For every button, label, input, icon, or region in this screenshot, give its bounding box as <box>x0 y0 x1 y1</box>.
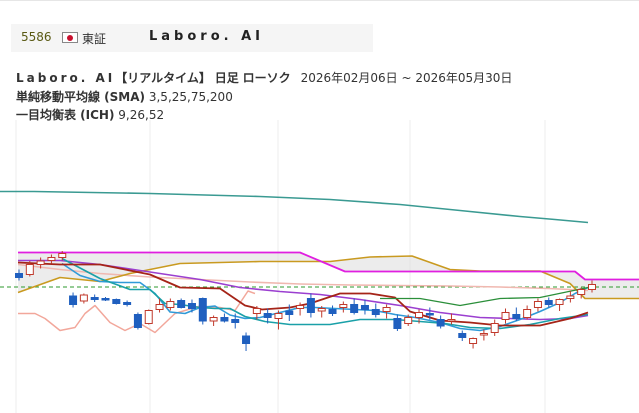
sma75-line <box>17 263 589 292</box>
candle-body <box>469 338 478 344</box>
candle-body <box>101 298 110 301</box>
candle-body <box>144 310 153 324</box>
candle-body <box>296 305 305 309</box>
candle-body <box>404 317 413 324</box>
sma-legend: 単純移動平均線 (SMA) 3,5,25,75,200 <box>16 88 233 105</box>
candle-body <box>306 298 315 313</box>
candle-body <box>436 319 445 327</box>
candle-body <box>360 305 369 310</box>
candle-body <box>285 310 294 315</box>
sma25-line <box>18 259 589 321</box>
candle-body <box>501 312 510 320</box>
candle-body <box>393 318 402 329</box>
chart-info-line: Laboro. AI【リアルタイム】 日足 ローソク 2026年02月06日 ~ … <box>16 69 512 86</box>
sma200-line <box>0 190 589 224</box>
candle-body <box>479 333 488 336</box>
candle-body <box>47 257 56 261</box>
candle-body <box>123 302 132 305</box>
chart-company-name: Laboro. AI <box>16 71 116 85</box>
candle-body <box>58 253 67 258</box>
candle-body <box>490 323 499 333</box>
chart-style-label: ローソク <box>242 71 291 85</box>
date-range: 2026年02月06日 ~ 2026年05月30日 <box>300 71 513 85</box>
ichimoku-cloud <box>18 252 639 299</box>
candle-body <box>15 273 23 278</box>
candle-body <box>133 314 142 328</box>
candle-body <box>339 304 348 308</box>
candle-body <box>577 289 586 295</box>
candle-body <box>187 303 196 309</box>
senkou-b-line <box>17 255 639 300</box>
senkou-a-line <box>18 251 639 281</box>
candle-body <box>231 319 240 323</box>
candle-body <box>425 313 434 316</box>
candle-body <box>25 264 34 275</box>
candle-body <box>220 317 229 322</box>
realtime-label: 【リアルタイム】 <box>115 71 211 85</box>
candle-body <box>382 307 391 312</box>
candle-body <box>458 333 467 338</box>
candle-body <box>263 313 272 318</box>
candle-body <box>328 309 337 314</box>
candle-body <box>209 317 218 322</box>
ichimoku-params: 9,26,52 <box>118 108 165 122</box>
candle-body <box>512 314 521 319</box>
candle-body <box>555 299 564 305</box>
candle-body <box>90 297 99 300</box>
candle-body <box>533 301 542 308</box>
candle-body <box>69 295 78 305</box>
candle-body <box>155 304 164 310</box>
candle-body <box>350 304 359 313</box>
stock-code: 5586 <box>21 30 52 44</box>
candle-body <box>166 301 175 308</box>
candle-body <box>198 298 207 322</box>
candle-body <box>371 309 380 315</box>
candle-body <box>274 313 283 319</box>
tenkan-line <box>61 257 589 330</box>
candle-body <box>544 300 553 305</box>
candle-body <box>242 335 251 344</box>
candle-body <box>36 260 45 265</box>
candle-body <box>317 308 326 312</box>
candle-body <box>588 284 596 290</box>
candle-body <box>79 294 88 302</box>
company-name: Laboro. AI <box>149 29 264 44</box>
candle-body <box>112 299 121 304</box>
candle-body <box>447 319 456 322</box>
sma-label: 単純移動平均線 (SMA) <box>16 90 146 104</box>
ichimoku-legend: 一目均衡表 (ICH) 9,26,52 <box>16 106 164 123</box>
candle-body <box>252 308 261 314</box>
japan-flag-icon <box>62 32 78 43</box>
top-border <box>0 0 639 1</box>
candle-body <box>523 309 532 318</box>
candle-body <box>177 300 186 308</box>
period-label: 日足 <box>214 71 239 85</box>
sma-params: 3,5,25,75,200 <box>148 90 233 104</box>
exchange-label: 東証 <box>82 32 107 46</box>
candle-body <box>566 295 575 299</box>
ichimoku-label: 一目均衡表 (ICH) <box>16 108 115 122</box>
candle-body <box>415 312 424 318</box>
stock-header: 5586 東証 Laboro. AI <box>11 24 373 52</box>
chikou-line <box>380 286 589 307</box>
